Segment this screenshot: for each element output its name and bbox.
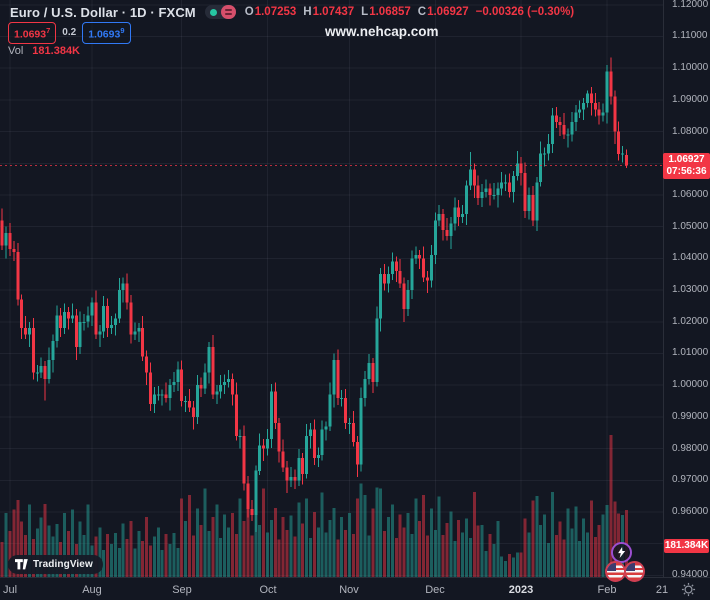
bar-countdown: 07:56:36 [666, 166, 707, 177]
bid-value: 1.0693 [14, 28, 47, 41]
symbol-status-toggle[interactable] [204, 5, 236, 19]
high-label: H [303, 6, 312, 18]
price-tick-label: 0.97000 [672, 474, 709, 485]
low-value: 1.06857 [369, 6, 411, 18]
price-tick-label: 1.08000 [672, 126, 709, 137]
symbol-title[interactable]: Euro / U.S. Dollar · 1D · FXCM [10, 4, 196, 20]
time-tick-label: Oct [259, 584, 277, 596]
price-tick-label: 0.99000 [672, 411, 709, 422]
price-tick-label: 1.06000 [672, 189, 709, 200]
chart-header: Euro / U.S. Dollar · 1D · FXCM O 1.07253… [10, 4, 574, 20]
price-tick-label: 1.02000 [672, 316, 709, 327]
flag-canton [626, 563, 636, 572]
ask-value: 1.0693 [88, 28, 121, 41]
price-tick-label: 1.00000 [672, 379, 709, 390]
time-axis[interactable]: Jul Aug Sep Oct Nov Dec 2023 Feb 21 [0, 577, 710, 600]
last-price-badge: 1.06927 07:56:36 [663, 153, 710, 179]
site-watermark: www.nehcap.com [325, 24, 439, 39]
spread-value: 0.2 [62, 27, 77, 39]
last-price-value: 1.06927 [668, 154, 705, 165]
ohlc-values: O 1.07253 H 1.07437 L 1.06857 C 1.06927 … [245, 6, 574, 18]
price-tick-label: 1.10000 [672, 62, 709, 73]
time-tick-label: Dec [425, 584, 445, 596]
buy-price-button[interactable]: 1.06939 [82, 22, 131, 44]
time-tick-label: Sep [172, 584, 192, 596]
price-tick-label: 1.12000 [672, 0, 709, 10]
volume-legend-value: 181.384K [32, 45, 81, 57]
tradingview-logo-link[interactable]: TradingView [8, 555, 103, 574]
ask-sup-digit: 9 [120, 26, 125, 35]
price-tick-label: 0.98000 [672, 443, 709, 454]
lightning-bolt-icon[interactable] [611, 542, 632, 563]
price-tick-label: 1.05000 [672, 221, 709, 232]
time-tick-label: 21 [655, 584, 669, 596]
price-tick-label: 1.09000 [672, 94, 709, 105]
open-value: 1.07253 [254, 6, 297, 18]
price-tick-label: 0.94000 [672, 569, 709, 580]
settings-gear-icon[interactable] [681, 582, 696, 597]
us-flag-icon[interactable] [624, 561, 645, 582]
volume-badge: 181.384K [664, 539, 709, 553]
toggle-handle-icon [220, 5, 236, 19]
change-value: −0.00326 (−0.30%) [475, 6, 575, 18]
time-tick-label: Aug [82, 584, 102, 596]
high-value: 1.07437 [312, 6, 355, 18]
low-label: L [361, 6, 369, 18]
sell-price-button[interactable]: 1.06937 [8, 22, 57, 44]
price-tick-label: 1.01000 [672, 347, 709, 358]
time-tick-label: 2023 [508, 584, 534, 596]
time-tick-label: Nov [339, 584, 359, 596]
bid-sup-digit: 7 [46, 26, 51, 35]
price-tick-label: 1.11000 [672, 30, 708, 41]
bid-ask-row: 1.06937 0.2 1.06939 [8, 22, 131, 44]
us-flag-icon[interactable] [605, 561, 626, 582]
flag-canton [607, 563, 617, 572]
price-tick-label: 1.03000 [672, 284, 709, 295]
time-tick-label: Jul [2, 584, 18, 596]
market-open-dot-icon [209, 9, 217, 16]
volume-legend: Vol 181.384K [8, 45, 80, 57]
price-axis[interactable]: 1.12000 1.11000 1.10000 1.09000 1.08000 1.060… [663, 0, 710, 580]
volume-legend-label: Vol [8, 45, 24, 57]
price-tick-label: 0.96000 [672, 506, 709, 517]
open-label: O [244, 6, 254, 18]
close-value: 1.06927 [427, 6, 469, 18]
price-tick-label: 1.04000 [672, 252, 709, 263]
tradingview-logo-text: TradingView [33, 559, 93, 570]
tradingview-mark-icon [15, 559, 28, 570]
close-label: C [417, 6, 427, 18]
time-tick-label: Feb [597, 584, 617, 596]
